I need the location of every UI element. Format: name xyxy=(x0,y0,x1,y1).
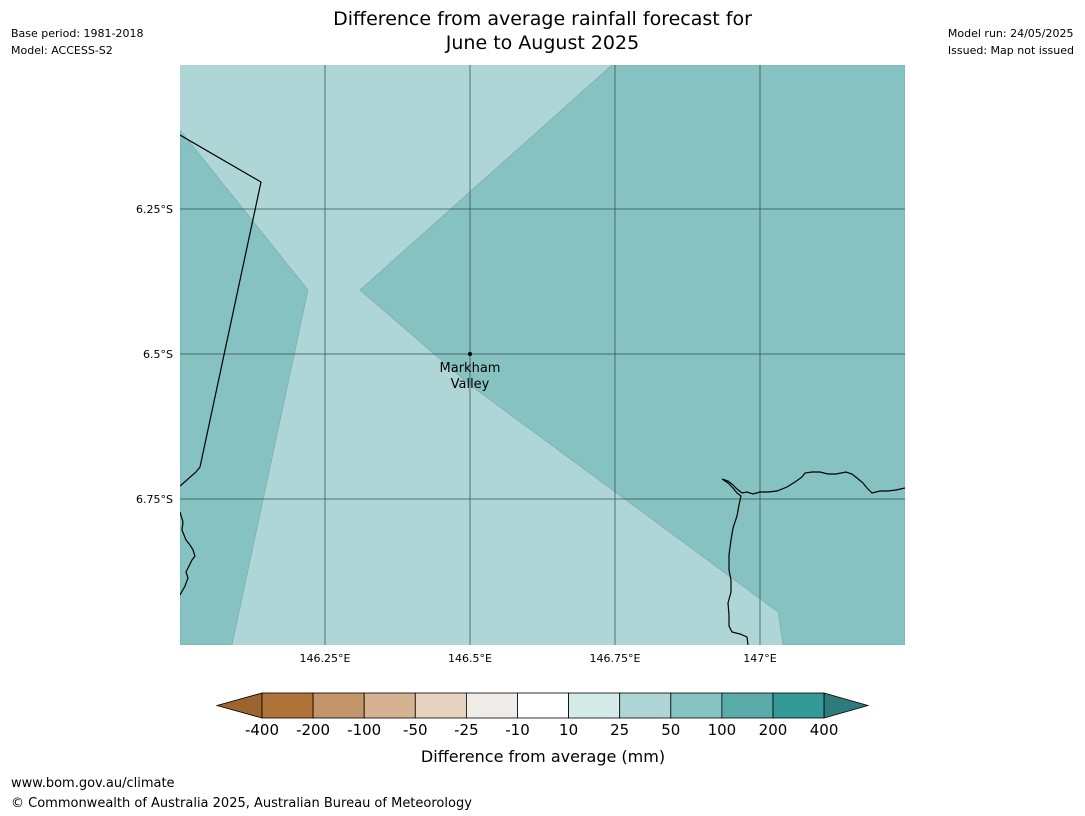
coastline-east xyxy=(721,471,905,645)
legend-tick-label: -25 xyxy=(454,721,479,739)
rainfall-map: Markham Valley xyxy=(180,65,905,645)
border-line xyxy=(180,134,262,487)
footer-url: www.bom.gov.au/climate xyxy=(11,776,175,791)
legend-swatch xyxy=(414,692,467,719)
legend-swatch xyxy=(312,692,365,719)
legend-tick-label: 25 xyxy=(610,721,629,739)
legend-tick-label: 10 xyxy=(559,721,578,739)
rainfall-region-west xyxy=(180,129,309,645)
legend-tick-label: -100 xyxy=(347,721,381,739)
issued-status: Issued: Map not issued xyxy=(947,44,1074,57)
coastlines xyxy=(180,134,905,645)
legend-swatch xyxy=(261,692,314,719)
legend-swatch xyxy=(670,692,723,719)
place-marker xyxy=(468,352,472,356)
lon-tick-label: 146.75°E xyxy=(590,652,641,665)
footer-copyright: © Commonwealth of Australia 2025, Austra… xyxy=(11,796,472,811)
legend-swatch xyxy=(517,692,569,719)
meta-right: Model run: 24/05/2025 Issued: Map not is… xyxy=(948,25,1074,59)
lat-tick-label: 6.5°S xyxy=(143,348,173,361)
lon-tick-label: 146.5°E xyxy=(448,652,492,665)
legend-tick-label: -50 xyxy=(403,721,428,739)
legend-swatch-below-min xyxy=(215,692,263,719)
legend-tick-label: 400 xyxy=(810,721,839,739)
coastline-west xyxy=(180,511,196,596)
rainfall-region-east xyxy=(359,65,905,645)
legend-labels: -400 -200 -100 -50 -25 -10 10 25 50 100 200 400 xyxy=(245,721,838,739)
lon-tick-label: 146.25°E xyxy=(300,652,351,665)
legend-tick-label: -10 xyxy=(505,721,530,739)
legend-tick-label: 50 xyxy=(661,721,680,739)
legend-swatch xyxy=(465,692,518,719)
legend-tick-label: -400 xyxy=(245,721,279,739)
legend-title: Difference from average (mm) xyxy=(421,747,665,766)
legend-swatch xyxy=(619,692,672,719)
legend-swatch-above-max xyxy=(823,692,870,719)
lat-tick-label: 6.75°S xyxy=(136,493,173,506)
legend-swatch xyxy=(772,692,825,719)
lon-tick-label: 147°E xyxy=(743,652,776,665)
model-name: Model: ACCESS-S2 xyxy=(11,44,113,57)
legend-swatch xyxy=(568,692,621,719)
legend-colorbar xyxy=(215,692,870,719)
place-label-line-2: Valley xyxy=(451,377,490,392)
legend-swatch xyxy=(363,692,416,719)
legend-swatch xyxy=(721,692,774,719)
longitude-tick-labels: 146.25°E 146.5°E 146.75°E 147°E xyxy=(300,652,777,665)
legend-tick-label: 200 xyxy=(759,721,788,739)
place-label-line-1: Markham xyxy=(440,361,501,376)
base-period: Base period: 1981-2018 xyxy=(11,27,144,40)
meta-left: Base period: 1981-2018 Model: ACCESS-S2 xyxy=(11,25,143,59)
lat-tick-label: 6.25°S xyxy=(136,203,173,216)
model-run: Model run: 24/05/2025 xyxy=(947,27,1074,40)
latitude-tick-labels: 6.25°S 6.5°S 6.75°S xyxy=(136,203,173,506)
legend-tick-label: -200 xyxy=(296,721,330,739)
title-line-1: Difference from average rainfall forecas… xyxy=(333,8,752,30)
legend-tick-label: 100 xyxy=(708,721,737,739)
map-title: Difference from average rainfall forecas… xyxy=(0,7,1085,55)
title-line-2: June to August 2025 xyxy=(445,32,640,54)
